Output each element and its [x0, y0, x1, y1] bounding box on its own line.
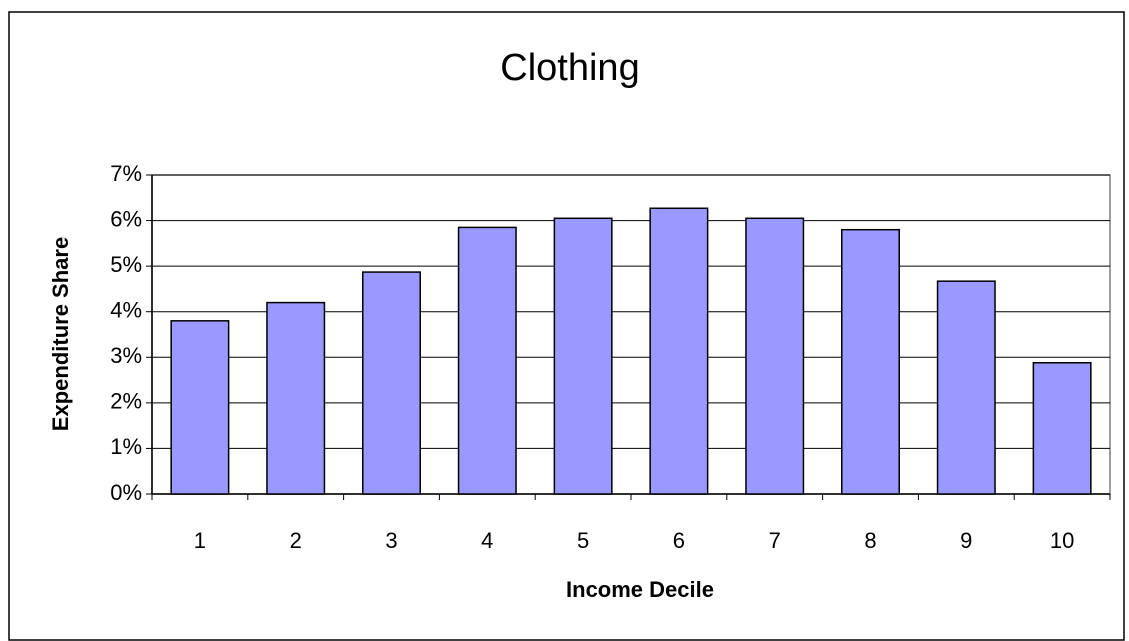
y-tick-label: 5%: [110, 252, 142, 277]
chart-title: Clothing: [500, 47, 639, 89]
y-tick-label: 1%: [110, 434, 142, 459]
bar: [1032, 362, 1092, 495]
x-axis-label: Income Decile: [566, 577, 714, 602]
bar: [362, 271, 421, 495]
y-tick-label: 2%: [110, 389, 142, 414]
y-tick-label: 3%: [110, 343, 142, 368]
bar: [936, 280, 996, 495]
bar: [649, 207, 709, 495]
x-tick-label: 2: [290, 528, 302, 553]
x-tick-label: 1: [194, 528, 206, 553]
x-tick-label: 10: [1050, 528, 1074, 553]
y-tick-label: 0%: [110, 480, 142, 505]
y-axis-label: Expenditure Share: [48, 237, 73, 431]
y-tick-label: 4%: [110, 298, 142, 323]
x-tick-label: 9: [960, 528, 972, 553]
bar: [745, 217, 805, 495]
x-tick-label: 7: [769, 528, 781, 553]
y-tick-label: 6%: [110, 206, 142, 231]
x-tick-label: 6: [673, 528, 685, 553]
bar: [841, 228, 900, 495]
x-tick-label: 8: [864, 528, 876, 553]
bar: [170, 320, 230, 495]
bar: [266, 301, 326, 495]
x-tick-label: 5: [577, 528, 589, 553]
x-tick-label: 3: [385, 528, 397, 553]
bar: [457, 226, 517, 495]
x-tick-label: 4: [481, 528, 493, 553]
y-tick-label: 7%: [110, 161, 142, 186]
bar: [553, 217, 613, 495]
